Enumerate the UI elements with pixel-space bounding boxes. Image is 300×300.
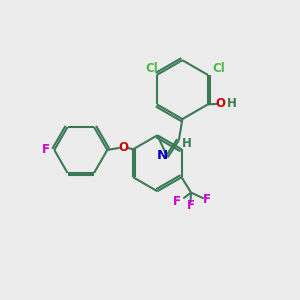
Text: H: H [182, 137, 192, 150]
Text: H: H [226, 97, 236, 110]
Text: Cl: Cl [213, 62, 226, 75]
Text: F: F [203, 193, 211, 206]
Text: F: F [186, 199, 194, 212]
Text: N: N [157, 148, 168, 161]
Text: F: F [42, 143, 50, 157]
Text: O: O [216, 97, 226, 110]
Text: O: O [118, 141, 128, 154]
Text: F: F [173, 196, 181, 208]
Text: Cl: Cl [145, 62, 158, 75]
